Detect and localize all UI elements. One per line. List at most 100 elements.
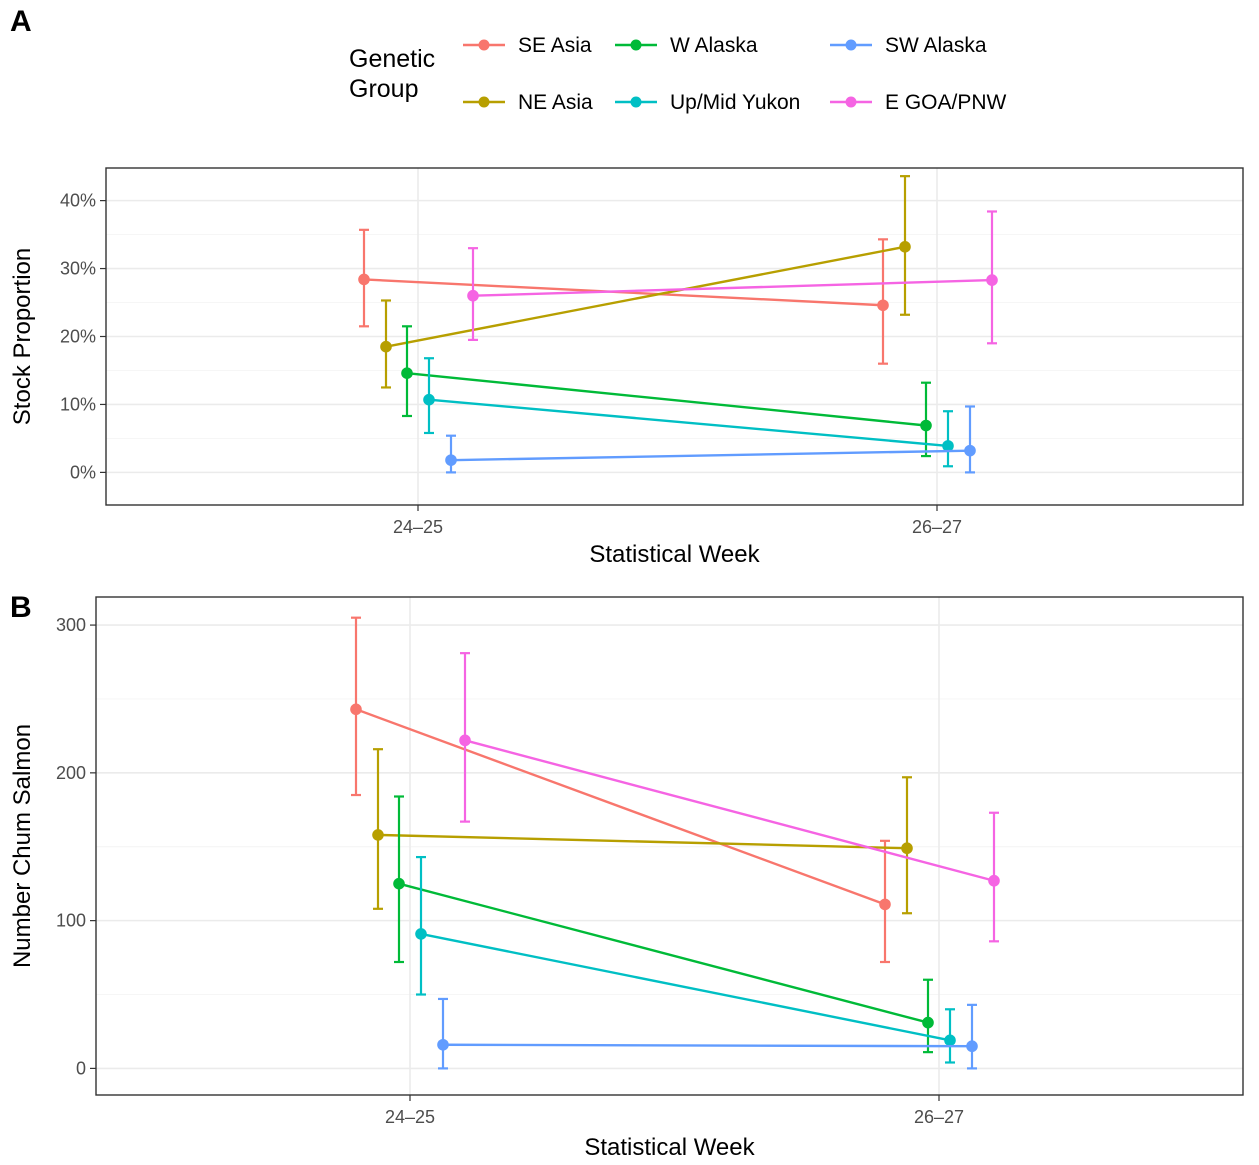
data-point [964, 444, 976, 457]
x-axis: 24–25 26–27 [385, 1095, 964, 1127]
x-tick-label: 26–27 [912, 517, 962, 537]
series-e-goa-pnw [459, 652, 1000, 943]
data-point [423, 393, 435, 406]
y-axis-title: Stock Proportion [9, 248, 36, 425]
y-tick-label: 40% [60, 191, 96, 211]
panel-b: 0 100 200 300 24–25 26–27 Statistical Week Numb… [9, 596, 1244, 1161]
series-ne-asia [372, 748, 913, 915]
x-tick-label: 24–25 [385, 1107, 435, 1127]
legend-key-point [478, 96, 490, 108]
legend-key-point [845, 96, 857, 108]
series-line [355, 708, 886, 906]
y-tick-label: 100 [56, 911, 86, 931]
grid [106, 168, 1243, 505]
legend-label: Up/Mid Yukon [670, 91, 800, 114]
data-point [877, 299, 889, 312]
series-se-asia [358, 228, 889, 365]
series-line [420, 932, 951, 1042]
error-bar [943, 410, 953, 468]
grid [96, 597, 1243, 1095]
data-point [459, 734, 471, 747]
legend-key-point [630, 39, 642, 51]
series-sw-alaska [445, 405, 976, 474]
x-axis: 24–25 26–27 [393, 505, 962, 537]
series-group [350, 616, 1000, 1070]
data-point [372, 829, 384, 841]
data-point [986, 274, 998, 286]
legend-key-point [630, 96, 642, 108]
data-point [467, 289, 479, 302]
legend-label: W Alaska [670, 34, 758, 57]
legend-item-ne-asia: NE Asia [463, 91, 593, 114]
series-sw-alaska [437, 997, 978, 1070]
series-up-mid-yukon [423, 357, 954, 468]
error-bar [446, 434, 456, 474]
x-tick-label: 26–27 [914, 1107, 964, 1127]
series-group [358, 175, 998, 474]
series-line [442, 1043, 973, 1048]
legend-title-line1: Genetic [349, 45, 435, 73]
panel-label-b: B [10, 591, 32, 624]
y-axis: 0% 10% 20% 30% 40% [60, 191, 106, 482]
data-point [358, 273, 370, 286]
data-point [944, 1034, 956, 1047]
legend: Genetic Group SE Asia NE Asia W Alaska Up/M… [349, 34, 1007, 114]
series-line [377, 833, 908, 850]
error-bar [416, 855, 426, 996]
legend-item-w-alaska: W Alaska [615, 34, 758, 57]
data-point [899, 241, 911, 253]
data-point [922, 1016, 934, 1029]
error-bar [967, 1003, 977, 1070]
series-up-mid-yukon [415, 855, 956, 1064]
data-point [988, 874, 1000, 887]
series-ne-asia [380, 175, 911, 389]
series-line [398, 882, 929, 1024]
legend-label: SW Alaska [885, 34, 987, 57]
y-tick-label: 0 [76, 1058, 86, 1078]
legend-label: E GOA/PNW [885, 91, 1007, 114]
legend-item-se-asia: SE Asia [463, 34, 592, 57]
y-axis-title: Number Chum Salmon [9, 724, 36, 968]
panel-label-a: A [10, 5, 32, 38]
legend-key-point [478, 39, 490, 51]
legend-title-line2: Group [349, 75, 418, 103]
data-point [401, 367, 413, 379]
data-point [942, 440, 954, 452]
data-point [879, 898, 891, 911]
data-point [966, 1040, 978, 1053]
panel-a: 0% 10% 20% 30% 40% 24–25 26–27 Statistical Week… [9, 167, 1244, 568]
series-line [406, 371, 927, 427]
y-tick-label: 30% [60, 259, 96, 279]
legend-label: SE Asia [518, 34, 592, 57]
series-e-goa-pnw [467, 210, 998, 345]
series-line [450, 449, 971, 462]
y-tick-label: 300 [56, 615, 86, 635]
y-tick-label: 10% [60, 394, 96, 414]
error-bar [438, 997, 448, 1070]
error-bar [965, 405, 975, 474]
legend-item-e-goa-pnw: E GOA/PNW [830, 91, 1007, 114]
series-line [428, 398, 949, 448]
x-axis-title: Statistical Week [584, 1134, 755, 1161]
y-tick-label: 20% [60, 327, 96, 347]
series-line [385, 245, 906, 348]
data-point [415, 928, 427, 940]
data-point [437, 1038, 449, 1051]
x-axis-title: Statistical Week [589, 541, 760, 568]
data-point [350, 703, 362, 716]
data-point [393, 877, 405, 890]
data-point [445, 454, 457, 466]
panel-border [95, 596, 1244, 1096]
data-point [901, 842, 913, 855]
series-line [472, 278, 993, 297]
x-tick-label: 24–25 [393, 517, 443, 537]
legend-item-up-mid-yukon: Up/Mid Yukon [615, 91, 800, 114]
series-se-asia [350, 616, 891, 964]
series-line [464, 739, 995, 882]
y-tick-label: 0% [70, 462, 96, 482]
legend-key-point [845, 39, 857, 51]
y-axis: 0 100 200 300 [56, 615, 96, 1078]
y-tick-label: 200 [56, 763, 86, 783]
legend-item-sw-alaska: SW Alaska [830, 34, 987, 57]
